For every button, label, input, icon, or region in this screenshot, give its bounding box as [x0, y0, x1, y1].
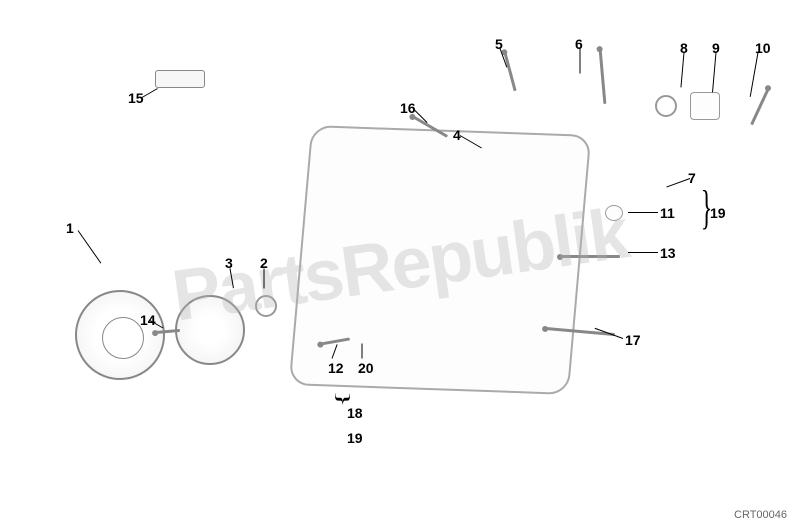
callout-number: 11 [660, 205, 675, 221]
leader-line [628, 252, 658, 253]
leader-line [712, 52, 716, 92]
leader-line [230, 268, 234, 288]
callout-number: 1 [66, 220, 74, 236]
callout-number: 13 [660, 245, 676, 261]
screw-sketch [503, 52, 516, 91]
cap-sketch [690, 92, 720, 120]
oring-sketch [655, 95, 677, 117]
crankcase-cover-sketch [289, 125, 592, 395]
flywheel-rotor-sketch [75, 290, 165, 380]
leader-line [78, 230, 102, 263]
screw-sketch [560, 255, 620, 258]
leader-line [666, 178, 690, 187]
leader-line [264, 269, 265, 289]
stator-sketch [175, 295, 245, 365]
diagram-reference-code: CRT00046 [734, 509, 787, 521]
bushing-sketch [605, 205, 623, 221]
callout-number: 20 [358, 360, 374, 376]
callout-number: 17 [625, 332, 641, 348]
leader-line [142, 88, 158, 98]
screw-sketch [750, 88, 770, 126]
screw-sketch [599, 49, 607, 104]
callout-number: 19 [710, 205, 726, 221]
leader-line [750, 52, 759, 96]
callout-number: 12 [328, 360, 344, 376]
sealant-tube-sketch [155, 70, 205, 88]
leader-line [362, 344, 363, 359]
leader-line [580, 49, 581, 74]
callout-number: 18 [347, 405, 363, 421]
leader-line [628, 212, 658, 213]
callout-number: 15 [128, 90, 144, 106]
callout-number: 14 [140, 312, 156, 328]
seal-sketch [255, 295, 277, 317]
leader-line [680, 52, 684, 87]
callout-number: 19 [347, 430, 363, 446]
